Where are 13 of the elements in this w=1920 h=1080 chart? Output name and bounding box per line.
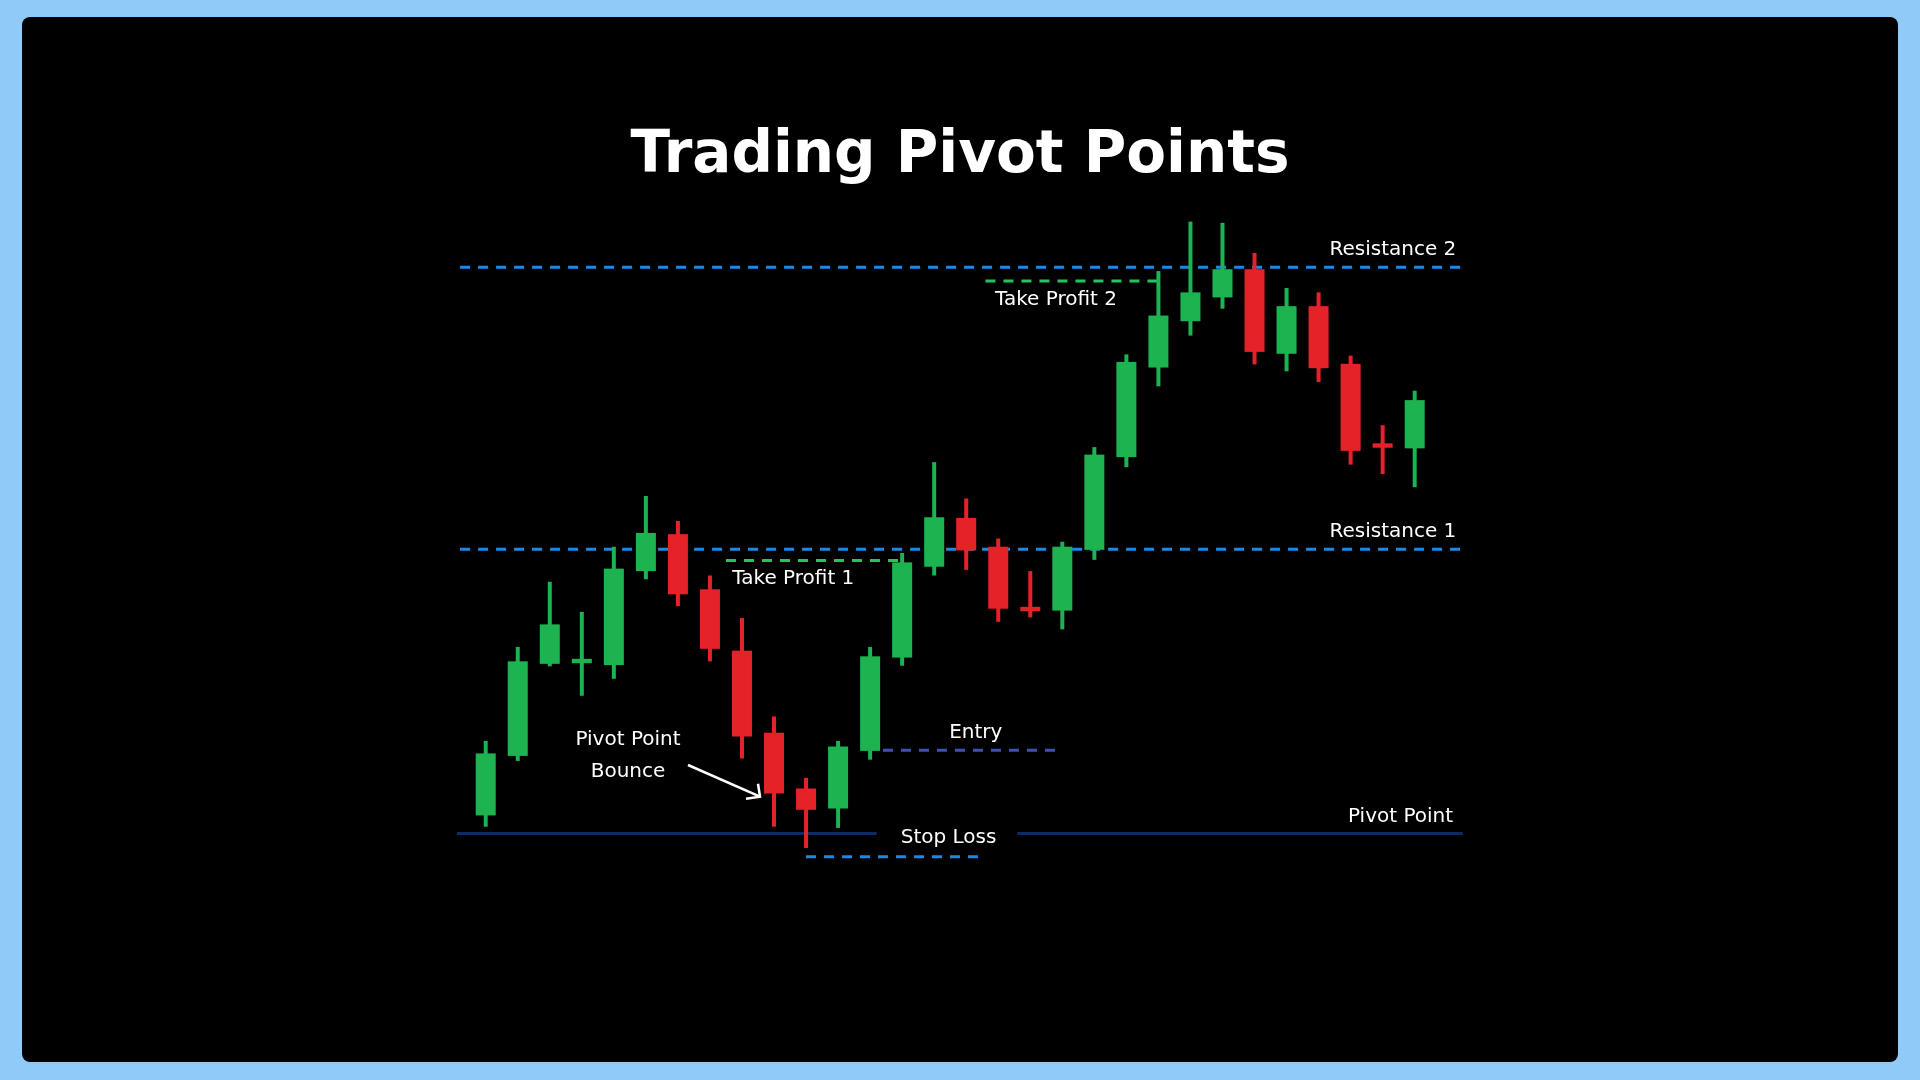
- annotation: Pivot Point Bounce: [575, 726, 681, 782]
- ref-line-label: Resistance 1: [1329, 518, 1457, 543]
- chart-title: Trading Pivot Points: [630, 118, 1290, 186]
- candlestick: [1020, 571, 1041, 618]
- candlestick: [1372, 425, 1393, 475]
- ref-line-label: Resistance 2: [1329, 236, 1457, 261]
- ref-line-label: Pivot Point: [1348, 802, 1454, 827]
- ref-line-label: Take Profit 1: [731, 565, 855, 590]
- ref-line-label: Take Profit 2: [994, 286, 1117, 311]
- candlestick: [571, 611, 592, 696]
- ref-line-label: Entry: [949, 719, 1003, 744]
- candlestick: [796, 777, 817, 848]
- ref-line-label: Stop Loss: [900, 823, 997, 848]
